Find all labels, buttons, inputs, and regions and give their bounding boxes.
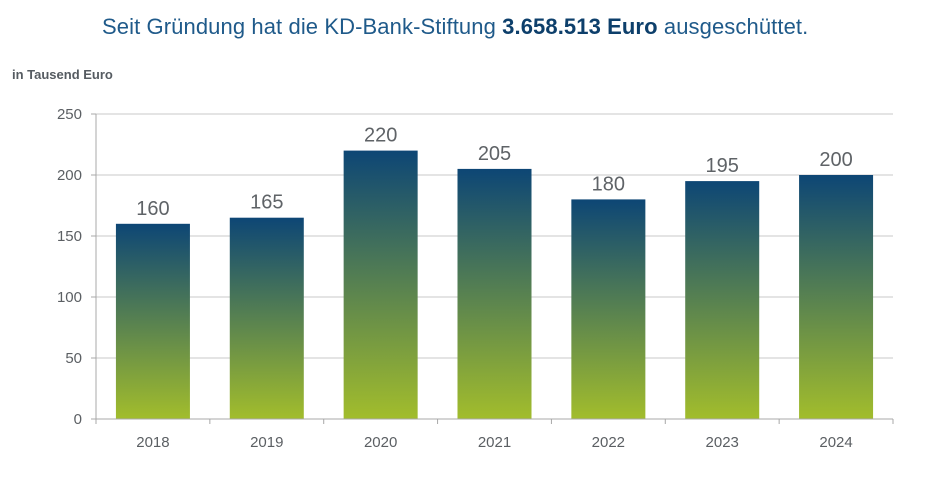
headline-amount: 3.658.513 Euro — [502, 14, 658, 39]
y-axis-unit-label: in Tausend Euro — [12, 67, 113, 82]
y-tick-label: 0 — [74, 411, 82, 428]
headline: Seit Gründung hat die KD-Bank-Stiftung 3… — [102, 14, 922, 40]
bar-2019 — [229, 217, 304, 419]
value-label-2022: 180 — [592, 173, 625, 195]
value-label-2021: 205 — [478, 143, 511, 165]
headline-text-before: Seit Gründung hat die KD-Bank-Stiftung — [102, 14, 503, 39]
bars — [115, 150, 874, 419]
x-tick-label-2019: 2019 — [250, 434, 283, 451]
x-tick-label-2023: 2023 — [706, 434, 739, 451]
y-tick-label: 200 — [57, 167, 82, 184]
value-label-2019: 165 — [250, 192, 283, 214]
headline-text-after: ausgeschüttet. — [657, 14, 809, 39]
bar-2024 — [799, 175, 874, 419]
x-tick-label-2024: 2024 — [819, 434, 852, 451]
x-tick-label-2021: 2021 — [478, 434, 511, 451]
value-label-2023: 195 — [706, 155, 739, 177]
value-label-2020: 220 — [364, 125, 397, 147]
y-tick-label: 50 — [65, 350, 82, 367]
labels: 0 50 100 150 200 250 160 2018 165 2019 220 2020 205 2… — [57, 106, 853, 451]
bar-2020 — [343, 150, 418, 419]
bar-2022 — [571, 199, 646, 419]
value-label-2024: 200 — [819, 149, 852, 171]
y-tick-label: 100 — [57, 289, 82, 306]
y-tick-label: 250 — [57, 106, 82, 123]
x-tick-label-2020: 2020 — [364, 434, 397, 451]
x-tick-label-2018: 2018 — [136, 434, 169, 451]
bar-2021 — [457, 168, 532, 419]
bar-2023 — [685, 181, 760, 419]
y-tick-label: 150 — [57, 228, 82, 245]
value-label-2018: 160 — [136, 198, 169, 220]
x-tick-label-2022: 2022 — [592, 434, 625, 451]
bar-2018 — [115, 223, 190, 419]
axes — [91, 113, 894, 424]
